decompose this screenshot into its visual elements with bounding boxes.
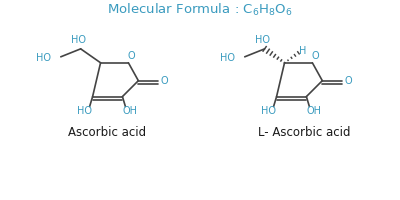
Text: HO: HO: [220, 53, 235, 63]
Text: HO: HO: [71, 35, 86, 45]
Text: HO: HO: [261, 106, 276, 116]
Text: O: O: [344, 76, 352, 86]
Text: Ascorbic acid: Ascorbic acid: [68, 126, 146, 139]
Text: O: O: [312, 51, 319, 61]
Text: HO: HO: [77, 106, 92, 116]
Text: O: O: [160, 76, 168, 86]
Text: L- Ascorbic acid: L- Ascorbic acid: [258, 126, 351, 139]
Text: Molecular Formula : $\mathregular{C_6H_8O_6}$: Molecular Formula : $\mathregular{C_6H_8…: [107, 2, 293, 18]
Text: OH: OH: [123, 106, 138, 116]
Text: H: H: [299, 46, 306, 56]
Text: O: O: [128, 51, 135, 61]
Text: HO: HO: [255, 35, 270, 45]
Text: HO: HO: [36, 53, 51, 63]
Text: OH: OH: [307, 106, 322, 116]
